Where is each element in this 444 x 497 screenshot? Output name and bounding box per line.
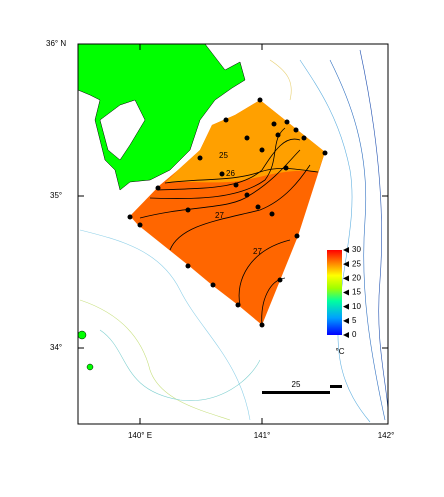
- station: [283, 165, 289, 171]
- lat-label: 34°: [50, 343, 62, 352]
- station: [293, 127, 299, 133]
- colorbar-tick: [343, 317, 349, 324]
- depth-contour: [329, 59, 386, 421]
- scale-label: 25: [292, 380, 301, 389]
- colorbar-tick: [343, 303, 349, 310]
- colorbar-tick-label: 0: [352, 330, 357, 339]
- colorbar-tick-label: 20: [352, 273, 361, 282]
- contour-label: 27: [215, 211, 224, 220]
- lat-label: 36° N: [46, 39, 66, 48]
- station: [185, 207, 191, 213]
- station: [271, 121, 277, 127]
- station: [137, 222, 143, 228]
- colorbar-tick-label: 30: [352, 245, 361, 254]
- station: [259, 147, 265, 153]
- station: [197, 155, 203, 161]
- contour-label: 26: [226, 169, 235, 178]
- colorbar-tick: [343, 289, 349, 296]
- map-frame: [77, 43, 389, 425]
- station: [269, 211, 275, 217]
- station: [257, 97, 263, 103]
- station: [294, 233, 300, 239]
- colorbar: [327, 250, 342, 335]
- colorbar-tick-label: 25: [352, 259, 361, 268]
- scale-bar: 25: [262, 380, 342, 394]
- contour-label: 27: [253, 247, 262, 256]
- isotherms: [139, 127, 319, 326]
- station: [223, 117, 229, 123]
- isotherm: [169, 164, 311, 251]
- island: [86, 363, 94, 371]
- depth-contour: [359, 49, 389, 411]
- depth-contour: [299, 59, 371, 423]
- lon-label: 141°: [254, 431, 271, 440]
- station: [155, 185, 161, 191]
- scale-bar-segment: [330, 385, 342, 388]
- station: [255, 204, 261, 210]
- station: [210, 282, 216, 288]
- stations: [127, 97, 328, 328]
- colorbar-tick-label: 15: [352, 288, 361, 297]
- bathymetry: [79, 49, 389, 423]
- scale-bar-segment: [262, 391, 330, 394]
- station: [322, 150, 328, 156]
- station: [235, 302, 241, 308]
- station: [244, 192, 250, 198]
- station: [259, 322, 265, 328]
- lat-label: 35°: [50, 191, 62, 200]
- station: [244, 135, 250, 141]
- station: [219, 171, 225, 177]
- lon-label: 142°: [378, 431, 395, 440]
- colorbar-tick: [343, 261, 349, 268]
- station: [277, 277, 283, 283]
- colorbar-tick: [343, 247, 349, 253]
- depth-contour: [269, 59, 292, 101]
- bay: [99, 99, 146, 161]
- depth-contour: [79, 229, 251, 421]
- station: [233, 182, 239, 188]
- colorbar-tick: [343, 332, 349, 338]
- isotherm: [149, 127, 286, 200]
- station: [301, 135, 307, 141]
- contour-label: 25: [219, 151, 228, 160]
- isotherm: [157, 138, 301, 191]
- station: [185, 263, 191, 269]
- island: [77, 330, 87, 340]
- station: [275, 132, 281, 138]
- station: [127, 214, 133, 220]
- colorbar-tick: [343, 275, 349, 282]
- frame-ticks: [78, 44, 388, 424]
- colorbar-unit: °C: [336, 347, 345, 356]
- colorbar-tick-label: 5: [352, 316, 357, 325]
- depth-contour: [79, 299, 231, 421]
- depth-contour: [99, 329, 261, 401]
- isotherm: [139, 149, 301, 219]
- colorbar-tick-label: 10: [352, 302, 361, 311]
- isotherm: [238, 239, 291, 306]
- lon-label: 140° E: [128, 431, 152, 440]
- station: [284, 119, 290, 125]
